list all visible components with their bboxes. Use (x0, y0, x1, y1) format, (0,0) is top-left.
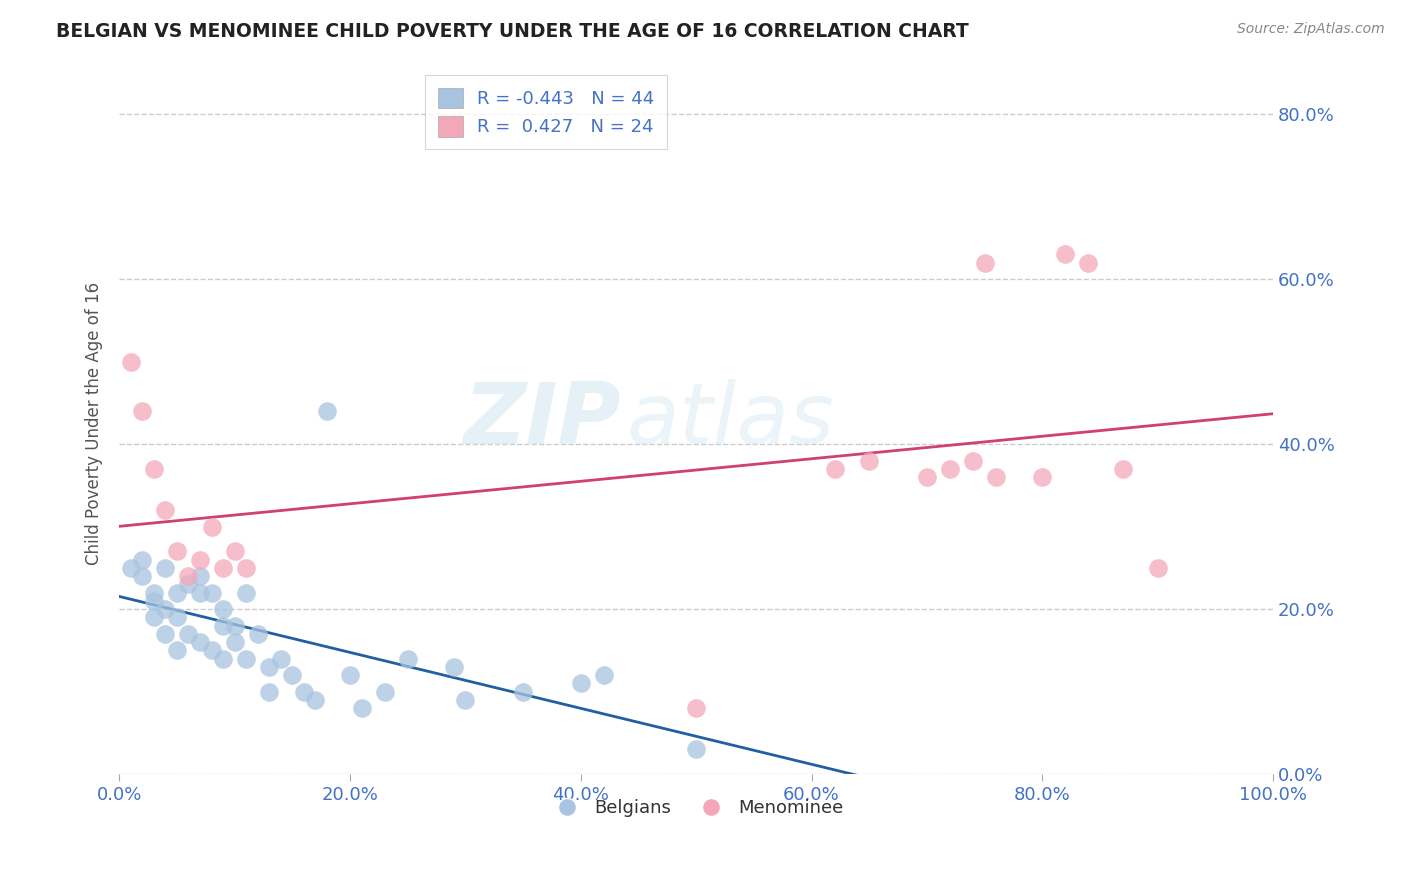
Point (131, 569, 153, 583)
Point (224, 618, 246, 632)
Point (188, 552, 211, 566)
Point (939, 462, 962, 476)
Point (212, 602, 235, 616)
Point (396, 651, 419, 665)
Point (224, 635, 246, 649)
Point (259, 660, 281, 674)
Point (212, 618, 235, 632)
Point (1054, 247, 1077, 261)
Point (973, 256, 995, 270)
Point (915, 470, 938, 484)
Point (166, 610, 188, 624)
Point (454, 693, 477, 707)
Point (316, 404, 339, 418)
Point (350, 701, 373, 715)
Point (155, 602, 177, 616)
Text: atlas: atlas (627, 378, 835, 461)
Point (246, 627, 269, 641)
Point (155, 561, 177, 575)
Point (281, 668, 304, 682)
Point (142, 610, 165, 624)
Point (166, 643, 188, 657)
Point (1146, 561, 1168, 575)
Point (212, 651, 235, 665)
Point (962, 453, 984, 467)
Point (188, 585, 211, 599)
Point (235, 561, 257, 575)
Point (1077, 256, 1099, 270)
Point (235, 585, 257, 599)
Point (120, 354, 142, 368)
Text: BELGIAN VS MENOMINEE CHILD POVERTY UNDER THE AGE OF 16 CORRELATION CHART: BELGIAN VS MENOMINEE CHILD POVERTY UNDER… (56, 22, 969, 41)
Point (685, 701, 707, 715)
Point (685, 742, 707, 756)
Point (259, 684, 281, 698)
Point (304, 693, 326, 707)
Point (270, 651, 292, 665)
Point (120, 561, 142, 575)
Point (131, 552, 153, 566)
Point (177, 577, 200, 591)
Point (142, 594, 165, 608)
Point (374, 684, 396, 698)
Point (824, 462, 846, 476)
Point (200, 585, 222, 599)
Point (200, 643, 222, 657)
Point (166, 585, 188, 599)
Point (592, 668, 614, 682)
Point (200, 519, 222, 533)
Point (155, 627, 177, 641)
Text: ZIP: ZIP (464, 378, 621, 461)
Y-axis label: Child Poverty Under the Age of 16: Child Poverty Under the Age of 16 (86, 282, 103, 566)
Point (512, 684, 534, 698)
Point (443, 660, 465, 674)
Point (177, 569, 200, 583)
Legend: Belgians, Menominee: Belgians, Menominee (541, 792, 851, 825)
Point (858, 453, 880, 467)
Point (1112, 462, 1135, 476)
Point (235, 651, 257, 665)
Point (155, 503, 177, 517)
Point (131, 404, 153, 418)
Point (166, 544, 188, 558)
Point (188, 569, 211, 583)
Point (569, 676, 592, 690)
Point (142, 585, 165, 599)
Point (188, 635, 211, 649)
Point (984, 470, 1007, 484)
Point (1031, 470, 1053, 484)
Point (177, 627, 200, 641)
Point (224, 544, 246, 558)
Point (339, 668, 361, 682)
Text: Source: ZipAtlas.com: Source: ZipAtlas.com (1237, 22, 1385, 37)
Point (142, 462, 165, 476)
Point (292, 684, 315, 698)
Point (212, 561, 235, 575)
